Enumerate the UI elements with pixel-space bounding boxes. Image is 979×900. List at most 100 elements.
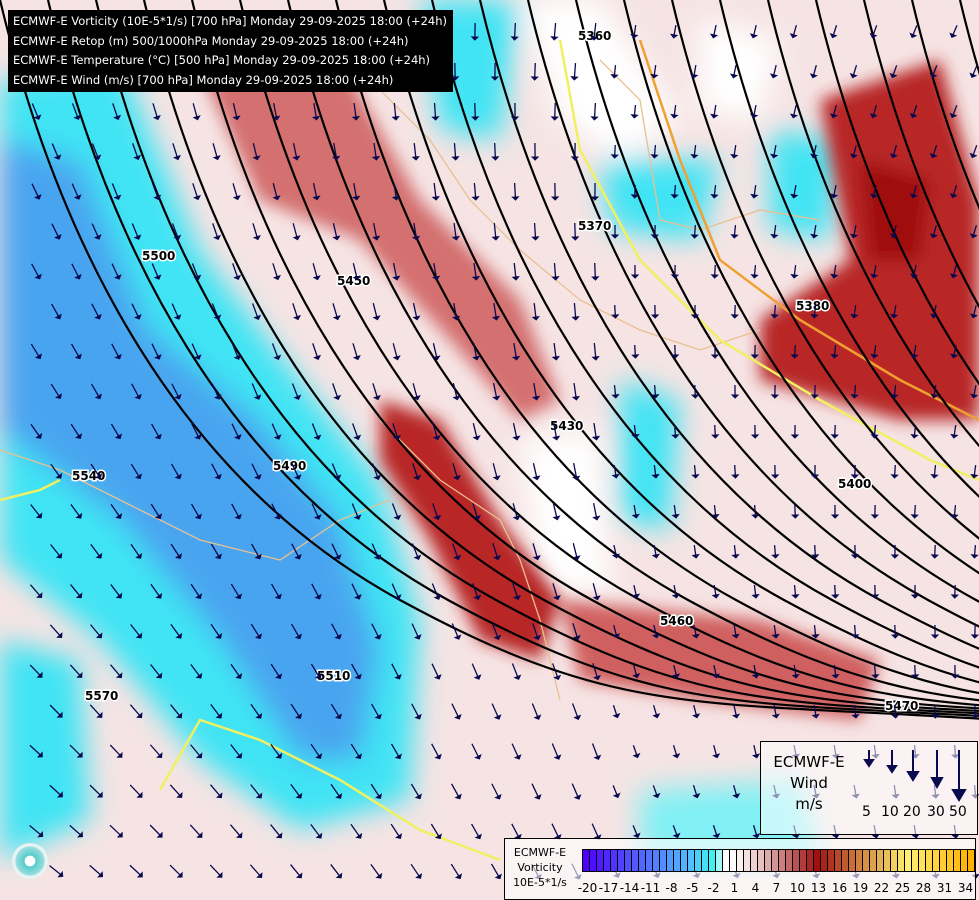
wind-arrow-head — [176, 792, 183, 798]
wind-arrow-head — [591, 356, 600, 361]
wind-arrow-head — [811, 634, 820, 639]
wind-arrow-head — [96, 791, 103, 798]
colorbar-cell — [814, 850, 821, 871]
wind-arrow-head — [235, 672, 243, 679]
wind-arrow-head — [215, 712, 223, 719]
wind-arrow-head — [394, 753, 402, 760]
wind-arrow-head — [553, 754, 562, 760]
country-borders — [0, 59, 821, 701]
wind-arrow-head — [293, 314, 302, 321]
wind-arrow-head — [94, 313, 102, 320]
wind-arrow-head — [156, 752, 163, 759]
wind-arrow-head — [354, 673, 362, 680]
wind-arrow-head — [513, 754, 522, 760]
wind-arrow — [330, 703, 340, 717]
wind-arrow-head — [891, 714, 900, 719]
wind-arrow-head — [473, 674, 482, 680]
wind-arrow-head — [194, 513, 202, 520]
wind-arrow-head — [672, 832, 681, 839]
wind-arrow-head — [573, 794, 582, 800]
wind-arrow — [70, 343, 80, 357]
wind-arrow-head — [929, 313, 939, 319]
wind-arrow-head — [34, 273, 42, 280]
wind-arrow-head — [690, 314, 700, 319]
wind-arrow — [613, 64, 617, 76]
temperature-isotherms — [0, 39, 979, 862]
wind-arrow — [693, 704, 697, 716]
wind-arrow — [130, 543, 140, 557]
wind-arrow — [973, 384, 977, 396]
wind-arrow — [633, 424, 637, 436]
wind-arrow-head — [750, 434, 760, 439]
wind-arrow — [370, 703, 380, 717]
wind-arrow-head — [751, 593, 760, 599]
wind-arrow — [833, 264, 837, 276]
wind-arrow — [149, 744, 161, 756]
wind-arrow-head — [453, 634, 462, 640]
wind-arrow — [673, 104, 677, 116]
wind-arrow — [271, 423, 279, 437]
wind-arrow — [170, 463, 180, 477]
colorbar-cell — [730, 850, 737, 871]
wind-arrow-head — [889, 153, 898, 159]
wind-arrow-head — [233, 274, 242, 281]
wind-arrow — [109, 664, 121, 676]
wind-arrow-head — [929, 152, 938, 159]
wind-arrow-head — [195, 593, 203, 599]
wind-arrow — [593, 102, 597, 118]
wind-arrow-head — [94, 393, 102, 400]
wind-arrow-head — [134, 393, 142, 400]
wind-arrow-head — [949, 273, 958, 279]
wind-arrow-head — [333, 394, 342, 401]
wind-arrow — [693, 464, 697, 476]
wind-arrow — [972, 145, 978, 155]
wind-arrow — [373, 142, 377, 158]
wind-arrow-head — [650, 234, 660, 239]
wind-arrow — [793, 584, 797, 596]
wind-arrow-head — [632, 752, 641, 759]
wind-arrow — [853, 624, 857, 636]
colorbar-cells — [582, 849, 976, 872]
wind-arrow-head — [631, 354, 640, 359]
colorbar-tick: -2 — [707, 881, 720, 895]
wind-arrow-head — [590, 35, 599, 41]
wind-arrow — [873, 424, 877, 436]
colorbar-cell — [961, 850, 968, 871]
wind-arrow — [633, 584, 637, 596]
wind-arrow — [794, 344, 796, 356]
wind-arrow — [892, 65, 898, 75]
wind-arrow-head — [930, 634, 940, 639]
wind-arrow-head — [450, 76, 460, 81]
wind-arrow-head — [395, 833, 403, 839]
wind-arrow-head — [910, 594, 920, 599]
colorbar-cell — [737, 850, 744, 871]
wind-arrow-head — [691, 633, 701, 639]
wind-arrow — [71, 103, 79, 117]
wind-arrow — [933, 464, 937, 476]
colorbar-tick: 7 — [772, 881, 781, 895]
wind-arrow — [330, 864, 340, 876]
colorbar-tick: 19 — [852, 881, 869, 895]
wind-arrow-head — [115, 672, 123, 679]
wind-arrow — [853, 224, 857, 236]
wind-arrow-head — [236, 832, 243, 839]
wind-legend-10: 10 — [881, 804, 899, 820]
wind-arrow — [251, 543, 259, 557]
wind-arrow — [653, 464, 657, 476]
wind-arrow — [352, 423, 358, 437]
wind-arrow — [453, 222, 457, 238]
wind-arrow-head — [851, 634, 860, 639]
wind-arrow — [170, 623, 180, 637]
wind-arrow — [553, 262, 557, 278]
wind-arrow — [592, 583, 598, 597]
wind-arrow — [873, 344, 877, 356]
wind-arrow-head — [75, 433, 83, 439]
wind-arrow-head — [552, 595, 561, 601]
wind-arrow-head — [195, 672, 203, 679]
wind-arrow — [533, 302, 537, 318]
wind-arrow — [290, 783, 300, 797]
wind-arrow-head — [512, 435, 521, 441]
wind-arrow-head — [650, 73, 659, 79]
wind-arrow — [552, 663, 558, 677]
